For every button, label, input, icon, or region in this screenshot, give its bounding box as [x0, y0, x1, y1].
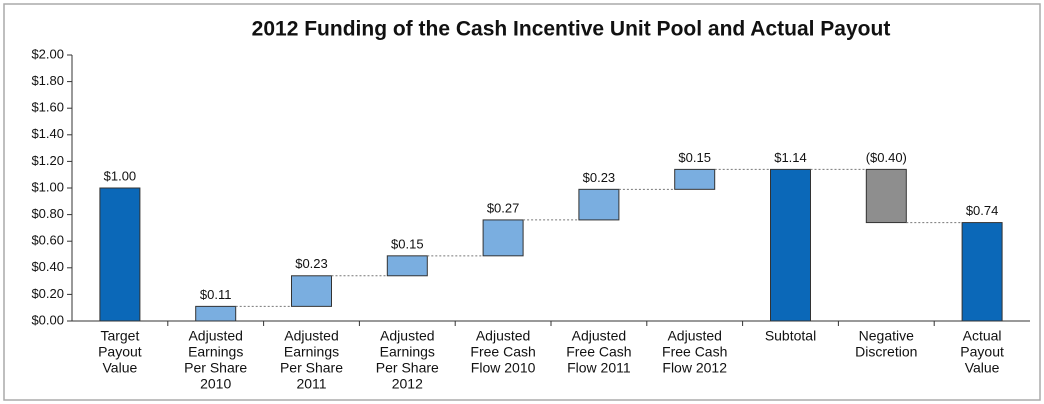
data-label: $0.15 — [391, 236, 424, 251]
x-tick-label: Subtotal — [765, 328, 816, 344]
y-tick-label: $0.80 — [31, 206, 64, 221]
x-tick-label: Earnings — [188, 344, 243, 360]
chart-frame — [3, 3, 1041, 401]
data-label: ($0.40) — [866, 150, 907, 165]
x-tick-label: 2011 — [296, 376, 326, 392]
x-tick-label: Value — [965, 360, 1000, 376]
x-tick-label: Adjusted — [380, 328, 434, 344]
x-tick-label: Actual — [963, 328, 1002, 344]
data-label: $0.74 — [966, 203, 999, 218]
data-label: $0.23 — [583, 170, 616, 185]
data-label: $0.23 — [295, 256, 328, 271]
y-tick-label: $0.60 — [31, 233, 64, 248]
x-tick-label: Payout — [960, 344, 1004, 360]
x-tick-label: Adjusted — [188, 328, 242, 344]
bar — [195, 305, 237, 322]
x-tick-label: Earnings — [380, 344, 435, 360]
bar — [961, 222, 1003, 322]
x-tick-label: Per Share — [376, 360, 439, 376]
bar — [482, 219, 524, 257]
x-tick-label: Per Share — [184, 360, 247, 376]
x-tick-label: 2010 — [200, 376, 231, 392]
y-tick-label: $1.80 — [31, 73, 64, 88]
x-tick-label: Payout — [98, 344, 142, 360]
x-tick-label: Flow 2012 — [662, 360, 727, 376]
y-tick-label: $1.40 — [31, 126, 64, 141]
bar — [865, 168, 907, 224]
x-tick-label: Adjusted — [667, 328, 721, 344]
x-tick-label: Flow 2011 — [567, 360, 631, 376]
x-tick-label: Negative — [859, 328, 914, 344]
chart-title: 2012 Funding of the Cash Incentive Unit … — [252, 18, 891, 41]
x-tick-label: Target — [100, 328, 139, 344]
x-tick-label: Flow 2010 — [471, 360, 536, 376]
x-tick-label: Discretion — [855, 344, 917, 360]
bar — [770, 168, 811, 322]
x-tick-label: Earnings — [284, 344, 339, 360]
x-tick-label: Free Cash — [470, 344, 535, 360]
bar — [386, 255, 428, 277]
bar — [674, 168, 716, 190]
bar — [578, 188, 620, 221]
x-tick-label: Adjusted — [284, 328, 338, 344]
x-tick-label: 2012 — [392, 376, 423, 392]
y-tick-label: $0.00 — [31, 312, 64, 327]
data-label: $0.27 — [487, 200, 520, 215]
y-tick-label: $0.20 — [31, 286, 64, 301]
y-tick-label: $1.20 — [31, 153, 64, 168]
x-tick-label: Free Cash — [566, 344, 631, 360]
y-tick-label: $1.00 — [31, 179, 64, 194]
y-tick-label: $2.00 — [31, 46, 64, 61]
y-tick-label: $1.60 — [31, 100, 64, 115]
bar — [99, 187, 141, 322]
x-tick-label: Per Share — [280, 360, 343, 376]
x-tick-label: Adjusted — [572, 328, 626, 344]
bar — [291, 275, 332, 307]
data-label: $1.14 — [774, 150, 807, 165]
data-label: $0.11 — [200, 287, 232, 302]
x-tick-label: Adjusted — [476, 328, 530, 344]
y-tick-label: $0.40 — [31, 259, 64, 274]
x-tick-label: Value — [103, 360, 138, 376]
data-label: $0.15 — [678, 150, 711, 165]
x-tick-label: Free Cash — [662, 344, 727, 360]
data-label: $1.00 — [104, 168, 137, 183]
